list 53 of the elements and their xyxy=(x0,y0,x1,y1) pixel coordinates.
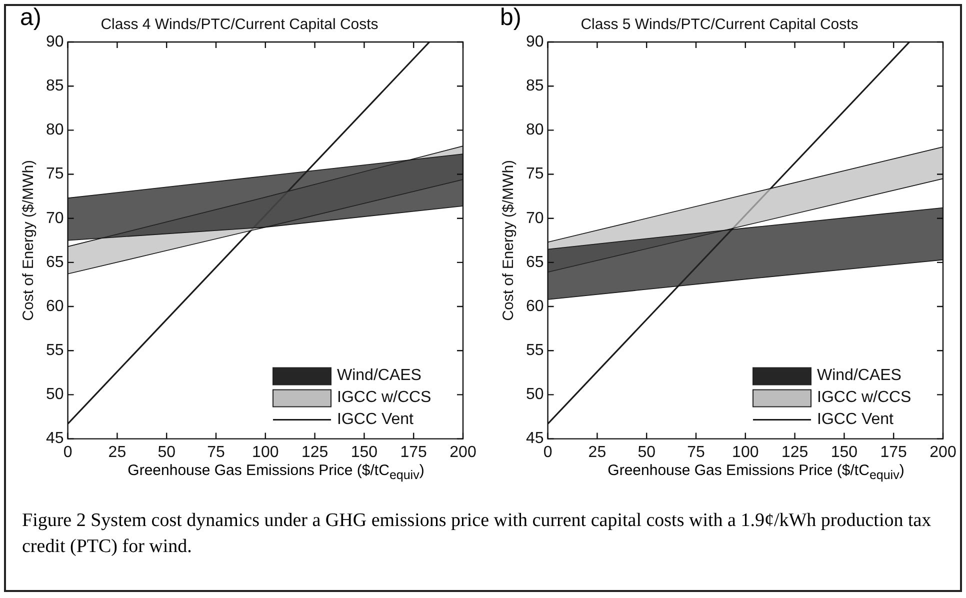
caption: Figure 2 System cost dynamics under a GHG emissions price with current capital costs with a 1.9¢/kWh production tax credit (PTC) for wind. xyxy=(22,509,932,559)
y-tick-label: 90 xyxy=(526,33,544,50)
x-axis-title: Greenhouse Gas Emissions Price ($/tC$_{equiv}$) xyxy=(126,462,426,482)
legend-label: IGCC w/CCS xyxy=(337,389,432,406)
x-tick-label: 50 xyxy=(158,444,176,461)
x-tick-label: 0 xyxy=(543,444,552,461)
legend-label: IGCC Vent xyxy=(337,411,414,428)
y-tick-label: 70 xyxy=(46,210,64,227)
chart-title: Class 4 Winds/PTC/Current Capital Costs xyxy=(100,16,378,34)
x-tick-label: 50 xyxy=(638,444,656,461)
x-tick-label: 150 xyxy=(350,444,378,461)
y-tick-label: 45 xyxy=(46,430,64,448)
x-tick-label: 175 xyxy=(400,444,428,461)
x-tick-label: 125 xyxy=(781,444,808,461)
y-tick-label: 90 xyxy=(46,33,64,50)
x-tick-label: 25 xyxy=(108,444,126,461)
y-tick-label: 65 xyxy=(46,254,64,271)
y-tick-label: 70 xyxy=(526,210,544,227)
chart-title: Class 5 Winds/PTC/Current Capital Costs xyxy=(580,16,858,34)
y-tick-label: 85 xyxy=(526,77,544,94)
y-tick-label: 60 xyxy=(526,298,544,315)
y-tick-label: 80 xyxy=(526,122,544,139)
legend-label: IGCC w/CCS xyxy=(817,389,912,406)
text: b) xyxy=(500,4,522,32)
x-tick-label: 0 xyxy=(63,444,72,461)
y-tick-label: 60 xyxy=(46,298,64,315)
y-tick-label: 55 xyxy=(46,342,64,360)
y-tick-label: 80 xyxy=(46,122,64,139)
x-tick-label: 125 xyxy=(301,444,328,461)
x-axis-title: Greenhouse Gas Emissions Price ($/tC$_{equiv}$) xyxy=(606,462,906,482)
y-tick-label: 75 xyxy=(46,166,64,183)
y-tick-label: 55 xyxy=(526,342,544,360)
y-tick-label: 45 xyxy=(526,430,544,448)
x-tick-label: 100 xyxy=(732,444,759,461)
y-tick-label: 75 xyxy=(526,166,544,183)
legend-label: IGCC Vent xyxy=(817,411,894,428)
y-axis-title: Cost of Energy ($/MWh) xyxy=(20,160,38,321)
x-tick-label: 25 xyxy=(588,444,606,461)
x-tick-label: 150 xyxy=(830,444,858,461)
text: a) xyxy=(20,4,42,32)
legend-label: Wind/CAES xyxy=(337,367,422,384)
x-tick-label: 175 xyxy=(880,444,908,461)
x-tick-label: 100 xyxy=(252,444,279,461)
y-axis-title: Cost of Energy ($/MWh) xyxy=(500,160,518,321)
y-tick-label: 50 xyxy=(526,386,544,404)
x-tick-label: 75 xyxy=(687,444,705,461)
x-tick-label: 200 xyxy=(930,444,956,461)
y-tick-label: 50 xyxy=(46,386,64,404)
y-tick-label: 85 xyxy=(46,77,64,94)
x-tick-label: 75 xyxy=(207,444,225,461)
x-tick-label: 200 xyxy=(450,444,476,461)
legend-label: Wind/CAES xyxy=(817,367,902,384)
y-tick-label: 65 xyxy=(526,254,544,271)
